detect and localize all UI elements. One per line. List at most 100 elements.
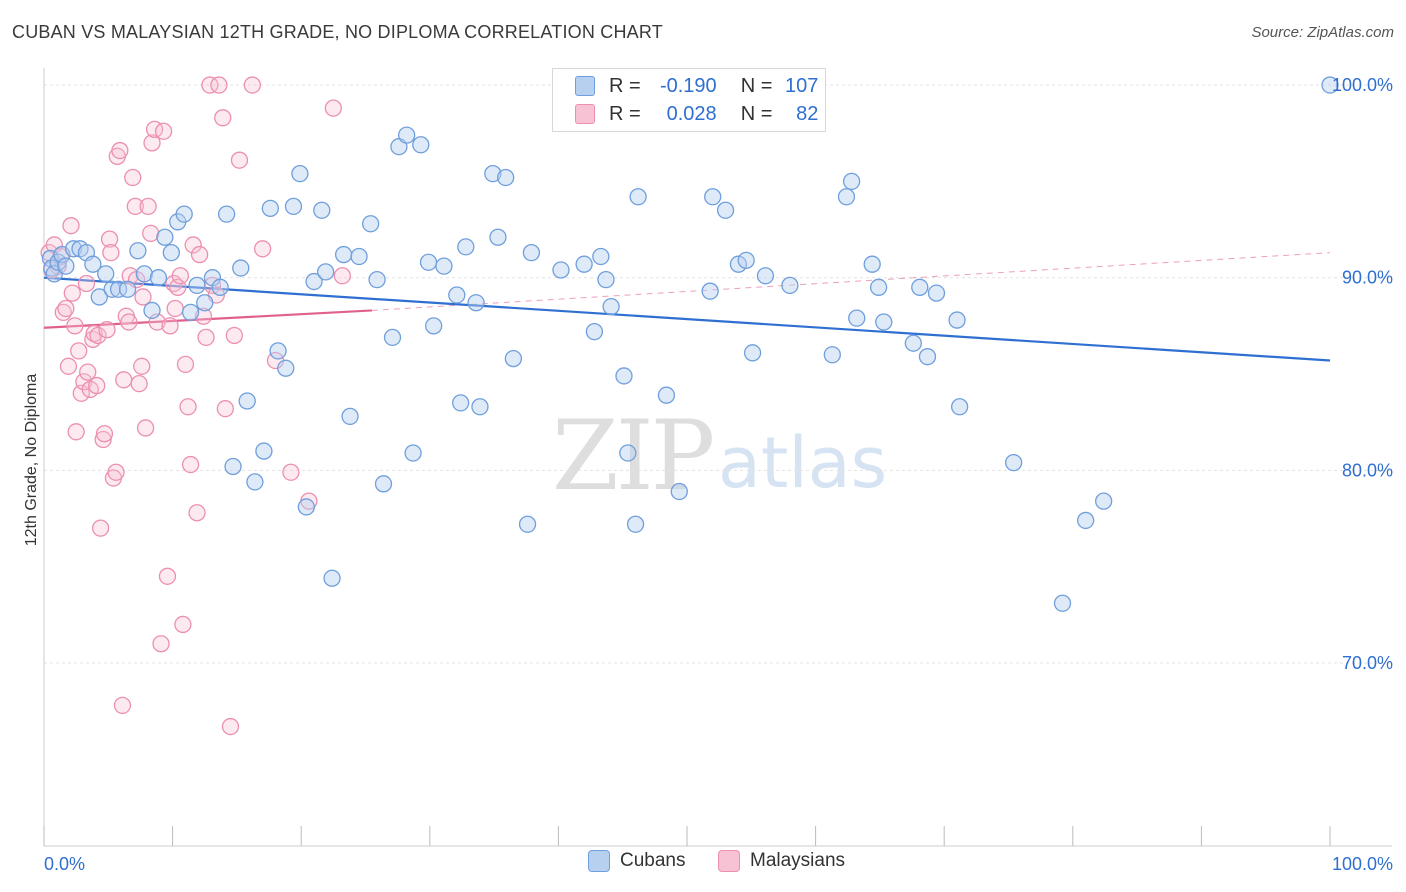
series-legend: Cubans Malaysians bbox=[0, 850, 1406, 880]
cubans-swatch bbox=[575, 76, 595, 96]
cuban-point bbox=[412, 136, 430, 154]
cuban-point bbox=[341, 407, 359, 426]
malaysian-point bbox=[57, 299, 75, 318]
axes: 12th Grade, No Diploma bbox=[23, 68, 1392, 847]
cuban-point bbox=[597, 270, 615, 289]
malaysian-point bbox=[98, 321, 116, 339]
cuban-point bbox=[255, 442, 273, 460]
r-value-malaysians: 0.028 bbox=[666, 102, 717, 125]
malaysian-point bbox=[91, 519, 110, 537]
malaysian-point bbox=[179, 398, 197, 416]
legend-item-malaysians[interactable]: Malaysians bbox=[718, 850, 845, 872]
cuban-point bbox=[277, 359, 295, 377]
n-value-malaysians: 82 bbox=[796, 102, 819, 125]
malaysians-swatch bbox=[575, 104, 595, 124]
cuban-point bbox=[156, 228, 174, 246]
cuban-point bbox=[64, 240, 83, 258]
cuban-point bbox=[522, 243, 541, 262]
cuban-point bbox=[781, 276, 799, 295]
correlation-legend: R = -0.190 N = 107 R = 0.028 N = 82 bbox=[552, 68, 826, 132]
malaysian-point bbox=[67, 423, 85, 441]
malaysian-point bbox=[214, 109, 232, 127]
malaysian-point bbox=[194, 307, 213, 325]
cuban-point bbox=[97, 265, 115, 283]
cuban-point bbox=[602, 297, 620, 316]
malaysian-point bbox=[63, 284, 81, 302]
malaysian-point bbox=[154, 122, 173, 140]
cuban-point bbox=[869, 278, 888, 296]
cuban-point bbox=[471, 398, 489, 416]
y-tick-label: 70.0% bbox=[1342, 653, 1393, 673]
malaysian-point bbox=[66, 317, 84, 335]
n-label-cubans: N = bbox=[740, 74, 773, 97]
cuban-point bbox=[383, 328, 402, 347]
malaysian-point bbox=[152, 635, 170, 653]
cuban-point bbox=[118, 280, 137, 298]
trend-lines bbox=[43, 252, 1331, 362]
cuban-point bbox=[211, 278, 229, 296]
cuban-point bbox=[368, 270, 386, 289]
malaysian-point bbox=[171, 267, 189, 285]
cuban-point bbox=[323, 569, 341, 587]
malaysian-point bbox=[102, 243, 120, 262]
cuban-point bbox=[552, 261, 570, 279]
cuban-point bbox=[1053, 594, 1072, 612]
cuban-point bbox=[143, 301, 161, 320]
cuban-point bbox=[291, 165, 309, 183]
cuban-point bbox=[1321, 76, 1339, 94]
malaysian-point bbox=[333, 267, 352, 285]
cuban-point bbox=[704, 188, 722, 206]
malaysian-point bbox=[100, 230, 119, 248]
cuban-point bbox=[246, 473, 264, 491]
source-label: Source: ZipAtlas.com bbox=[1251, 24, 1394, 41]
legend-item-cubans[interactable]: Cubans bbox=[588, 850, 686, 872]
y-tick-label: 90.0% bbox=[1342, 268, 1393, 288]
malaysian-point bbox=[282, 463, 300, 481]
cuban-point bbox=[398, 126, 416, 144]
grid-lines bbox=[44, 84, 1392, 664]
cuban-point bbox=[135, 265, 153, 283]
malaysian-point bbox=[88, 376, 106, 395]
malaysian-point bbox=[124, 168, 142, 187]
malaysian-point bbox=[181, 455, 200, 474]
n-value-cubans: 107 bbox=[785, 74, 819, 97]
legend-row-cubans: R = -0.190 N = 107 bbox=[575, 73, 818, 99]
malaysian-point bbox=[221, 717, 240, 736]
malaysian-point bbox=[115, 371, 133, 389]
cuban-point bbox=[629, 188, 647, 206]
cuban-point bbox=[504, 349, 523, 368]
cuban-point bbox=[670, 482, 688, 501]
y-tick-label: 80.0% bbox=[1342, 460, 1393, 480]
cuban-point bbox=[1095, 492, 1113, 510]
cuban-point bbox=[404, 444, 422, 462]
malaysian-point bbox=[188, 504, 206, 522]
r-label-cubans: R = bbox=[609, 74, 641, 97]
cuban-point bbox=[149, 269, 168, 287]
malaysian-point bbox=[210, 76, 228, 94]
cuban-point bbox=[313, 201, 331, 219]
x-tick-label: 100.0% bbox=[1332, 854, 1393, 874]
malaysian-point bbox=[59, 357, 78, 375]
malaysians-trend-line bbox=[43, 309, 372, 329]
cuban-point bbox=[224, 457, 242, 476]
malaysian-point bbox=[253, 240, 272, 258]
cuban-point bbox=[737, 251, 755, 270]
cuban-point bbox=[619, 444, 637, 462]
malaysian-point bbox=[225, 326, 243, 345]
cubans-points bbox=[41, 76, 1339, 612]
malaysian-point bbox=[79, 363, 97, 381]
cuban-point bbox=[162, 243, 180, 262]
malaysian-point bbox=[197, 328, 215, 347]
cuban-point bbox=[84, 255, 102, 273]
cuban-point bbox=[448, 286, 466, 304]
cuban-point bbox=[575, 255, 593, 273]
chart-title: CUBAN VS MALAYSIAN 12TH GRADE, NO DIPLOM… bbox=[12, 22, 663, 42]
malaysian-point bbox=[134, 288, 152, 306]
malaysian-point bbox=[158, 567, 177, 585]
cuban-point bbox=[90, 288, 108, 306]
y-axis-label: 12th Grade, No Diploma bbox=[23, 374, 40, 547]
legend-label-cubans: Cubans bbox=[620, 850, 686, 871]
cuban-point bbox=[756, 267, 775, 285]
malaysian-point bbox=[62, 217, 80, 235]
cuban-point bbox=[334, 245, 353, 264]
